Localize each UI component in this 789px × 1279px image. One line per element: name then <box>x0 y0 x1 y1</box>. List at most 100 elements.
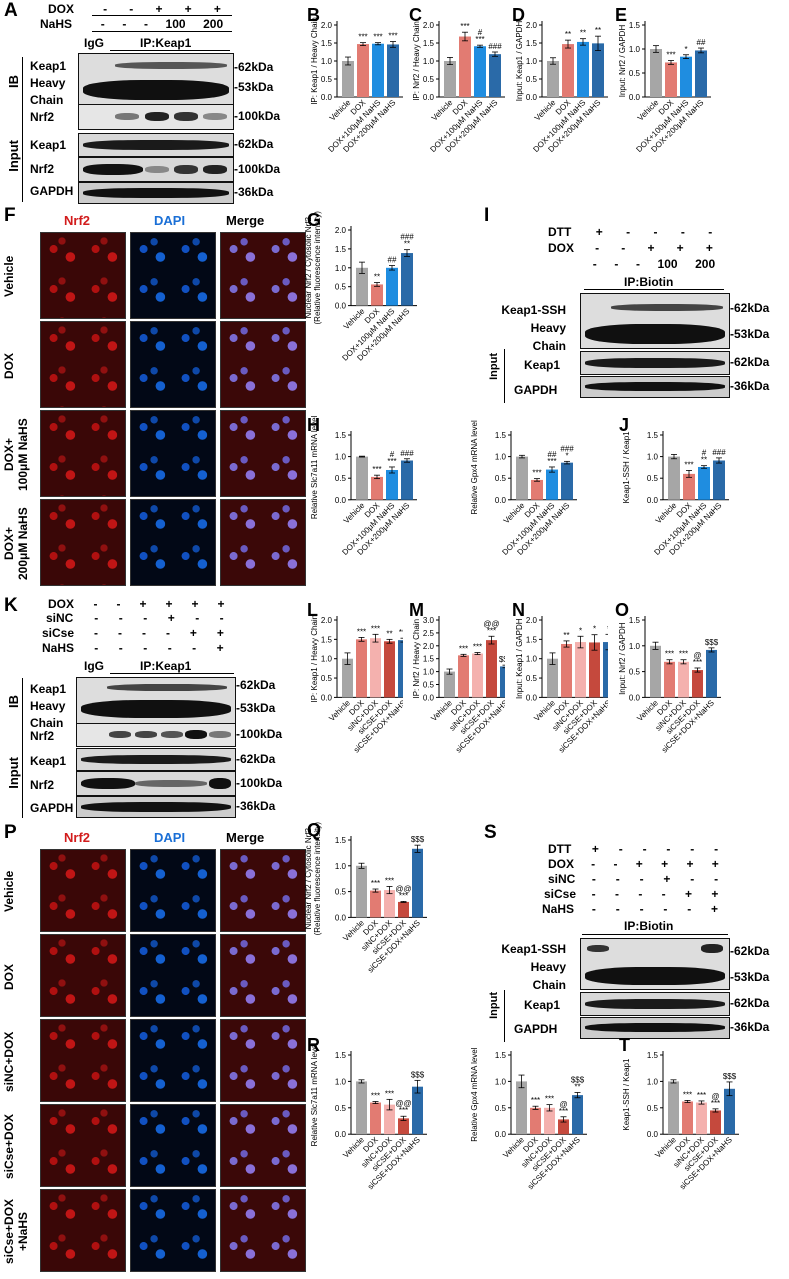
panel-label-i: I <box>484 205 490 226</box>
bar <box>713 460 725 500</box>
y-tick-label: 1.0 <box>335 1077 347 1086</box>
category-label: DOX <box>523 500 542 519</box>
bar <box>370 890 381 918</box>
nrf2-image <box>40 849 126 932</box>
mw-62-k2: -62kDa <box>236 752 276 766</box>
y-tick-label: 1.0 <box>495 453 507 462</box>
y-tick-label: 1.0 <box>423 57 435 66</box>
micro-row-label: DOX+ 100μM NaHS <box>2 418 30 491</box>
significance-label: @ <box>711 1092 719 1101</box>
dtt-signs-i: + - - - - <box>595 225 713 239</box>
significance-label: ** <box>563 631 569 640</box>
y-tick-label: 0.5 <box>647 474 659 483</box>
panel-label-c: C <box>409 5 422 25</box>
significance-label: *** <box>683 1090 692 1099</box>
bar <box>695 50 707 97</box>
panel-label-s: S <box>484 822 497 843</box>
row-label-dox-i: DOX <box>548 241 575 255</box>
label-nrf2-input-k: Nrf2 <box>30 778 55 792</box>
bar <box>412 848 423 918</box>
y-axis-label: Relative Gpx4 mRNA level <box>470 420 479 514</box>
dapi-image <box>130 1104 216 1187</box>
significance-label: $$$ <box>571 1075 585 1084</box>
sicse-signs-s: - - - - + + <box>591 887 719 901</box>
y-tick-label: 1.5 <box>423 39 435 48</box>
mw-62-i2: -62kDa <box>730 355 770 369</box>
y-axis-label: Keap1-SSH / Keap1 <box>622 431 631 504</box>
category-label: DOX <box>361 1135 380 1154</box>
y-tick-label: 0.5 <box>629 69 641 78</box>
category-label: siCSE+DOX <box>458 698 496 736</box>
nrf2-image <box>40 321 126 408</box>
blot-nrf2-input <box>78 157 234 182</box>
significance-label: ** <box>386 629 392 638</box>
label-gapdh-s: GAPDH <box>514 1022 558 1036</box>
significance-label: ** <box>404 240 410 249</box>
y-tick-label: 0.0 <box>629 693 641 702</box>
bar <box>577 41 589 97</box>
bar <box>412 1086 423 1135</box>
merge-image <box>220 1019 306 1102</box>
row-label-nahs-s: NaHS <box>542 902 575 916</box>
y-tick-label: 0.5 <box>647 1104 659 1113</box>
category-label: Vehicle <box>342 500 367 525</box>
micro-f-col-nrf2: Nrf2 <box>64 213 91 228</box>
nahs-signs-k: - - - - - + <box>94 641 224 655</box>
panel-label-f: F <box>4 205 16 226</box>
significance-label: *** <box>545 1095 554 1104</box>
bar <box>398 640 403 698</box>
y-tick-label: 0.0 <box>629 93 641 102</box>
y-tick-label: 2.0 <box>526 21 538 30</box>
significance-label: *** <box>459 644 468 653</box>
category-label: DOX <box>554 98 573 117</box>
panel-label-l: L <box>307 600 318 620</box>
y-tick-label: 1.0 <box>321 655 333 664</box>
significance-label: @@ <box>395 1099 411 1108</box>
y-axis-label: (Relative fluorescence intensity) <box>313 822 322 936</box>
panel-label-j: J <box>619 415 629 435</box>
significance-label: ### <box>712 448 726 457</box>
label-keap1-i: Keap1 <box>524 358 561 372</box>
category-label: siCSE+DOX+NaHS <box>366 1135 422 1191</box>
sicse-signs-k: - - - - + + <box>93 626 224 640</box>
y-tick-label: 2.0 <box>321 616 333 625</box>
bar <box>398 1118 409 1135</box>
y-tick-label: 0.5 <box>335 888 347 897</box>
y-tick-label: 1.0 <box>495 1077 507 1086</box>
nahs-signs-s: - - - - - + <box>591 902 719 916</box>
nrf2-image <box>40 1019 126 1102</box>
significance-label: $$$ <box>723 1072 737 1081</box>
bar <box>372 43 384 97</box>
y-tick-label: 0.0 <box>335 1130 347 1139</box>
merge-image <box>220 410 306 497</box>
panel-label-b: B <box>307 5 320 25</box>
y-tick-label: 0.5 <box>423 681 435 690</box>
mw-62-s2: -62kDa <box>730 996 770 1010</box>
blot-s: DTT DOX siNC siCse NaHS + - - - - - - - + + + + --… <box>484 842 784 1042</box>
merge-image <box>220 1189 306 1272</box>
bar <box>370 638 381 698</box>
mw-62-k1: -62kDa <box>236 678 276 692</box>
dapi-image <box>130 849 216 932</box>
significance-label: *** <box>388 32 397 41</box>
y-tick-label: 1.5 <box>321 635 333 644</box>
category-label: DOX+200μM NaHS <box>667 501 723 557</box>
y-tick-label: 2.0 <box>423 642 435 651</box>
significance-label: *** <box>385 876 394 885</box>
input-label-i: Input <box>488 353 500 380</box>
significance-label: * <box>684 45 687 54</box>
category-label: DOX <box>655 698 674 717</box>
significance-label: *** <box>399 628 403 637</box>
significance-label: ** <box>565 30 571 39</box>
significance-label: * <box>593 625 596 634</box>
y-tick-label: 1.0 <box>321 57 333 66</box>
row-label-sinc-s: siNC <box>548 872 576 886</box>
y-tick-label: 0.0 <box>423 693 435 702</box>
y-axis-label: Relative Slc7a11 mRNA level <box>310 1043 319 1147</box>
significance-label: *** <box>679 650 688 659</box>
y-tick-label: 1.5 <box>335 431 347 440</box>
significance-label: *** <box>387 457 396 466</box>
y-tick-label: 1.5 <box>629 21 641 30</box>
y-axis-label: IP: Nrf2 / Heavy Chain <box>412 21 421 101</box>
